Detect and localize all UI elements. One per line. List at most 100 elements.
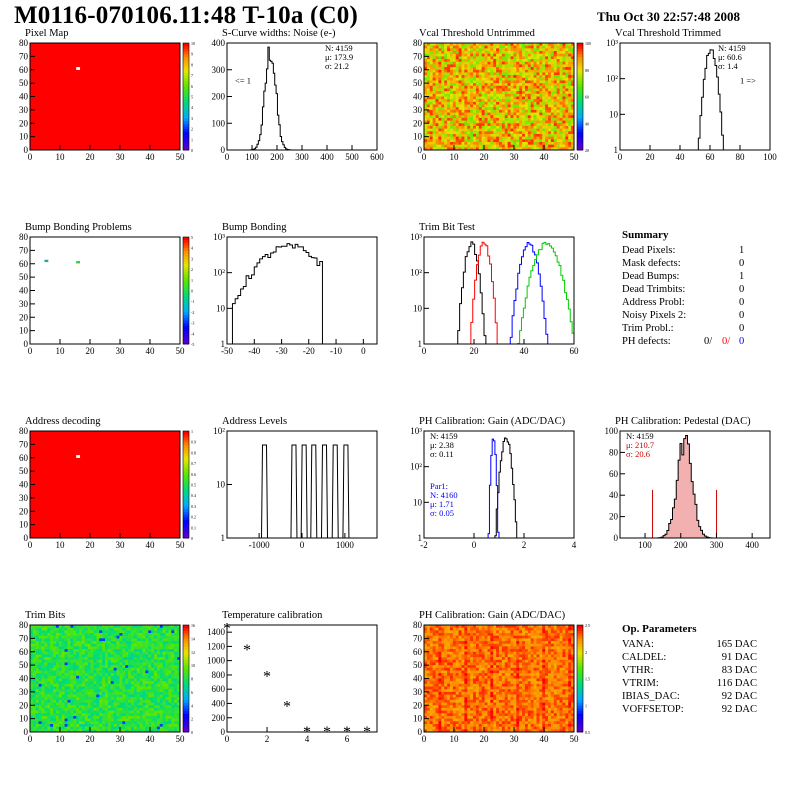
y-tick-label: 800 [212,670,226,680]
op-param-value: 116 DAC [717,678,757,689]
heatmap-fill [30,43,180,150]
y-tick-label: 10 [413,714,423,724]
summary-value: 0 [739,323,744,334]
palette-tick-label: 5 [191,235,193,240]
y-tick-label: 0 [24,339,29,349]
y-tick-label: 10 [19,714,29,724]
palette-tick-label: 0 [191,536,193,541]
x-tick-label: 0 [28,346,33,356]
palette-tick-label: -3 [191,321,194,326]
palette-tick-label: 4 [191,105,193,110]
heatmap-cells [30,431,180,538]
x-tick-label: 300 [295,152,309,162]
histogram-series [227,244,377,344]
x-tick-label: -1000 [249,540,270,550]
y-tick-label: 1 [418,339,423,349]
x-tick-label: 400 [745,540,759,550]
summary-label: Dead Bumps: [622,271,679,282]
x-tick-label: -30 [276,346,288,356]
y-tick-label: 30 [413,687,423,697]
y-tick-label: 1400 [207,627,226,637]
y-tick-label: 20 [609,512,619,522]
x-tick-label: 300 [710,540,724,550]
y-tick-label: 40 [413,674,423,684]
ph-defect-value: 0/ [704,336,712,347]
y-tick-label: 70 [19,51,29,61]
x-tick-label: 0 [300,540,305,550]
y-tick-label: 1 [221,339,226,349]
plot-frame [30,237,180,344]
stat-line: σ: 20.6 [626,449,650,459]
palette-tick-label: 10 [191,41,195,46]
y-tick-label: 10 [19,132,29,142]
x-tick-label: 80 [736,152,746,162]
op-param-value: 92 DAC [722,704,757,715]
palette-tick-label: 2 [191,267,193,272]
x-tick-label: 50 [176,734,186,744]
palette-tick-label: 7 [191,73,193,78]
x-tick-label: 30 [116,734,126,744]
palette-tick-label: 0 [191,289,193,294]
summary-value: 0 [739,310,744,321]
palette-tick-label: 8 [191,62,193,67]
overflow-label: 1 => [740,76,756,86]
palette-tick-label: 2.5 [585,623,590,628]
y-tick-label: 0 [418,145,423,155]
palette-tick-label: 40 [585,121,589,126]
palette-tick-label: 1 [191,137,193,142]
timestamp: Thu Oct 30 22:57:48 2008 [597,9,740,25]
palette-tick-label: 0 [191,730,193,735]
x-tick-label: 100 [763,152,777,162]
par1-stat-line: σ: 0.05 [430,508,454,518]
y-tick-label: 60 [609,469,619,479]
y-tick-label: 30 [413,105,423,115]
op-parameters-title: Op. Parameters [622,623,697,635]
x-tick-label: 50 [176,346,186,356]
x-tick-label: 0 [422,734,427,744]
op-param-label: VTRIM: [622,678,659,689]
histogram-series [424,243,574,344]
y-tick-label: 70 [19,439,29,449]
x-tick-label: 2 [522,540,527,550]
palette-tick-label: 1 [585,703,587,708]
y-tick-label: 20 [413,118,423,128]
x-tick-label: 50 [176,540,186,550]
ph-defect-value: 0 [739,336,744,347]
palette-tick-label: 0.3 [191,504,196,509]
x-tick-label: 10 [450,152,460,162]
y-tick-label: 10 [19,520,29,530]
y-tick-label: 0 [221,145,226,155]
stat-line: σ: 1.4 [718,61,738,71]
histogram-series [424,242,574,344]
y-tick-label: 200 [212,713,226,723]
x-tick-label: 20 [86,346,96,356]
x-tick-label: 40 [676,152,686,162]
y-tick-label: 30 [19,493,29,503]
x-tick-label: 20 [86,152,96,162]
y-tick-label: 60 [413,647,423,657]
palette-tick-label: 1 [191,429,193,434]
palette-tick-label: 80 [585,68,589,73]
x-tick-label: 0 [618,152,623,162]
palette-tick-label: 60 [585,95,589,100]
palette-tick-label: 0.5 [191,483,196,488]
op-param-label: CALDEL: [622,652,666,663]
y-tick-label: 10 [413,303,423,313]
x-tick-label: 0 [225,734,230,744]
palette-tick-label: 0 [191,148,193,153]
x-tick-label: 10 [56,734,66,744]
summary-value: 0 [739,258,744,269]
underflow-label: <= 1 [235,76,251,86]
plot-frame [227,43,377,150]
x-tick-label: 50 [570,152,580,162]
x-tick-label: 50 [570,734,580,744]
y-tick-label: 70 [19,245,29,255]
y-tick-label: 10 [19,326,29,336]
